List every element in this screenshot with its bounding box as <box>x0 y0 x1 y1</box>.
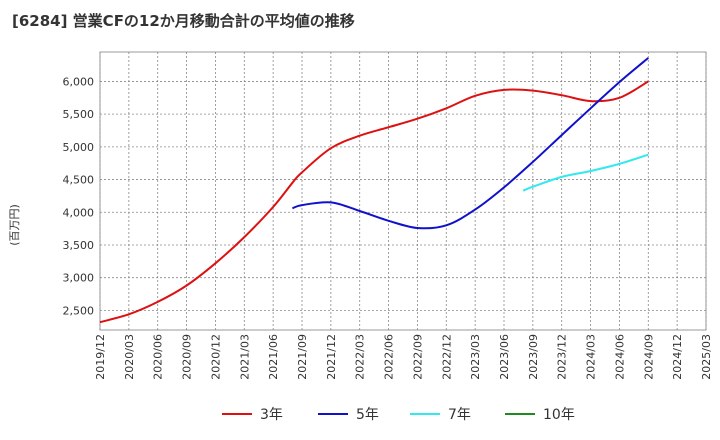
y-tick-label: 3,000 <box>63 272 95 285</box>
x-tick-label: 2022/03 <box>354 334 367 380</box>
x-tick-label: 2023/06 <box>498 334 511 380</box>
x-tick-label: 2024/12 <box>671 334 684 380</box>
x-tick-label: 2021/03 <box>238 334 251 380</box>
x-tick-label: 2024/09 <box>642 334 655 380</box>
y-tick-label: 6,000 <box>63 75 95 88</box>
legend-swatch <box>318 413 348 415</box>
legend-label: 7年 <box>448 407 471 423</box>
legend-label: 3年 <box>260 407 283 423</box>
legend-item-2: 7年 <box>410 404 471 424</box>
chart-title: [6284] 営業CFの12か月移動合計の平均値の推移 <box>12 12 355 30</box>
x-tick-label: 2023/12 <box>556 334 569 380</box>
legend-label: 10年 <box>543 407 575 423</box>
x-tick-label: 2023/03 <box>469 334 482 380</box>
legend-item-0: 3年 <box>222 404 283 424</box>
y-tick-label: 4,500 <box>63 174 95 187</box>
x-tick-label: 2022/09 <box>411 334 424 380</box>
y-tick-label: 5,500 <box>63 108 95 121</box>
x-tick-label: 2020/03 <box>123 334 136 380</box>
x-tick-label: 2021/06 <box>267 334 280 380</box>
x-tick-label: 2025/03 <box>700 334 713 380</box>
y-tick-label: 4,000 <box>63 206 95 219</box>
x-tick-label: 2020/09 <box>181 334 194 380</box>
legend-label: 5年 <box>356 407 379 423</box>
y-tick-label: 5,000 <box>63 141 95 154</box>
legend-swatch <box>410 413 440 415</box>
series-line-0 <box>99 80 649 324</box>
x-tick-label: 2024/06 <box>613 334 626 380</box>
x-tick-label: 2024/03 <box>585 334 598 380</box>
x-tick-label: 2023/09 <box>527 334 540 380</box>
x-tick-label: 2021/12 <box>325 334 338 380</box>
legend-item-3: 10年 <box>505 404 575 424</box>
x-tick-label: 2021/09 <box>296 334 309 380</box>
chart-legend: 3年 5年 7年 10年 <box>0 404 720 426</box>
x-tick-label: 2019/12 <box>94 334 107 380</box>
legend-swatch <box>222 413 252 415</box>
series-line-2 <box>522 153 649 192</box>
legend-swatch <box>505 413 535 415</box>
x-tick-label: 2020/06 <box>152 334 165 380</box>
legend-item-1: 5年 <box>318 404 379 424</box>
x-tick-label: 2020/12 <box>209 334 222 380</box>
series-line-1 <box>292 57 649 230</box>
y-tick-label: 3,500 <box>63 239 95 252</box>
y-tick-label: 2,500 <box>63 304 95 317</box>
x-tick-label: 2022/06 <box>383 334 396 380</box>
plot-area <box>99 51 707 331</box>
x-tick-label: 2022/12 <box>440 334 453 380</box>
